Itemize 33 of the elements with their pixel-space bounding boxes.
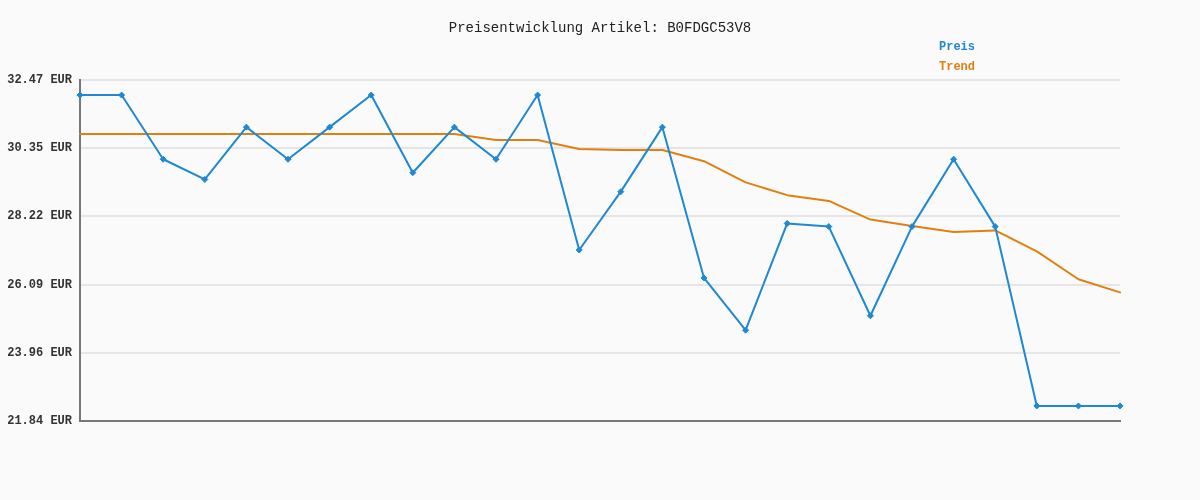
y-tick-label: 23.96 EUR xyxy=(7,346,73,361)
point xyxy=(409,169,417,177)
y-tick-label: 32.47 EUR xyxy=(7,73,73,88)
point xyxy=(76,91,84,99)
point xyxy=(159,155,167,163)
y-tick-label: 21.84 EUR xyxy=(7,414,73,429)
point xyxy=(118,91,126,99)
y-tick-label: 30.35 EUR xyxy=(7,141,73,156)
point xyxy=(908,223,916,231)
point xyxy=(284,155,292,163)
text: Trend xyxy=(938,60,975,75)
point xyxy=(825,223,833,231)
point xyxy=(201,175,209,183)
point xyxy=(783,219,791,227)
point xyxy=(242,123,250,131)
text: Preis xyxy=(938,40,975,55)
point xyxy=(575,246,583,254)
point xyxy=(326,123,334,131)
chart-title: Preisentwicklung Artikel: B0FDGC53V8 xyxy=(448,19,752,36)
point xyxy=(991,223,999,231)
point xyxy=(534,91,542,99)
point xyxy=(742,326,750,334)
point xyxy=(866,312,874,320)
y-tick-label: 28.22 EUR xyxy=(7,209,73,224)
point xyxy=(450,123,458,131)
point xyxy=(950,155,958,163)
point xyxy=(617,188,625,196)
point xyxy=(492,155,500,163)
point xyxy=(1116,402,1124,410)
point xyxy=(658,123,666,131)
point xyxy=(367,91,375,99)
y-tick-label: 26.09 EUR xyxy=(7,277,73,292)
point xyxy=(700,274,708,282)
